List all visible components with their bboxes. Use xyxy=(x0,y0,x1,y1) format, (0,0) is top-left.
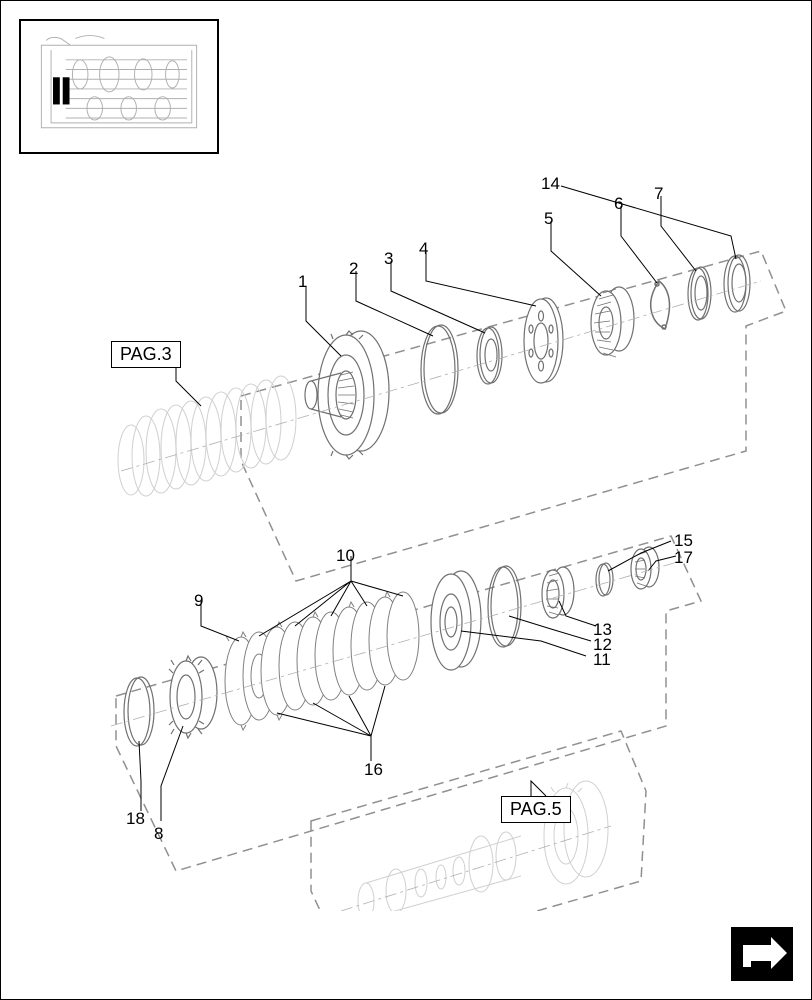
part-13-bearing xyxy=(542,567,574,618)
callout-7: 7 xyxy=(654,184,663,204)
leader-lines xyxy=(139,186,736,821)
part-4-plate xyxy=(524,298,563,383)
pag-3-label: PAG.3 xyxy=(111,341,181,368)
callout-4: 4 xyxy=(419,239,428,259)
thumbnail-box xyxy=(19,19,219,154)
pag3-ghost-pack xyxy=(118,376,296,496)
part-17-bearing xyxy=(631,547,659,589)
callout-13: 13 xyxy=(593,620,612,640)
callout-8: 8 xyxy=(154,824,163,844)
part-15-ring xyxy=(596,563,613,596)
callout-5: 5 xyxy=(544,209,553,229)
clutch-pack-lower xyxy=(225,592,419,730)
callout-16: 16 xyxy=(364,760,383,780)
part-5-hub xyxy=(591,287,634,357)
pag-5-label: PAG.5 xyxy=(501,796,571,823)
part-6-snapring xyxy=(651,281,670,329)
thumbnail-schematic xyxy=(21,21,217,152)
corner-nav-icon[interactable] xyxy=(731,927,793,981)
part-1-housing xyxy=(305,331,389,459)
callout-17: 17 xyxy=(674,548,693,568)
part-2-ring xyxy=(421,325,458,414)
part-14-ring xyxy=(724,255,750,312)
callout-1: 1 xyxy=(298,272,307,292)
callout-14: 14 xyxy=(541,174,560,194)
callout-2: 2 xyxy=(349,259,358,279)
callout-6: 6 xyxy=(614,194,623,214)
part-18-ring xyxy=(124,677,154,746)
callout-3: 3 xyxy=(384,249,393,269)
callout-9: 9 xyxy=(194,591,203,611)
callout-18: 18 xyxy=(126,809,145,829)
part-11-piston xyxy=(431,571,481,670)
pag5-group-box xyxy=(311,731,646,911)
callout-10: 10 xyxy=(336,546,355,566)
part-7-ring xyxy=(688,267,711,320)
part-3-washer xyxy=(477,327,502,384)
